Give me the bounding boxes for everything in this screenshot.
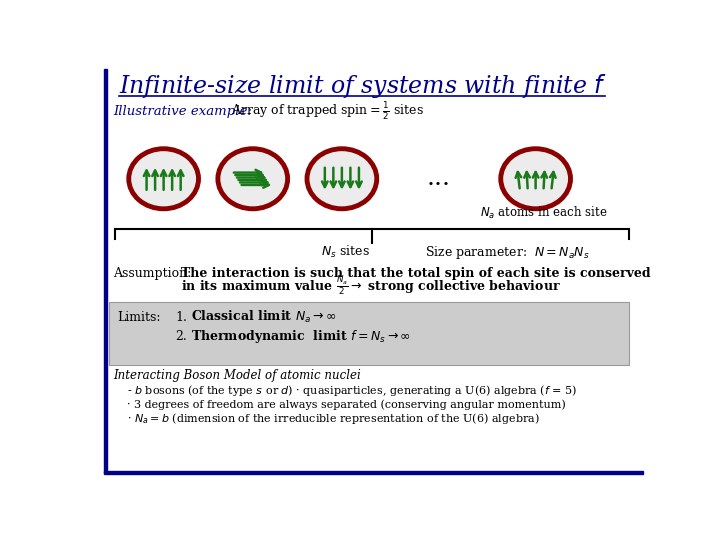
Text: · $N_a = b$ (dimension of the irreducible representation of the U(6) algebra): · $N_a = b$ (dimension of the irreducibl… bbox=[127, 411, 540, 426]
Text: Array of trapped spin$=\frac{1}{2}$ sites: Array of trapped spin$=\frac{1}{2}$ site… bbox=[231, 100, 424, 122]
Text: · 3 degrees of freedom are always separated (conserving angular momentum): · 3 degrees of freedom are always separa… bbox=[127, 400, 566, 410]
Text: in its maximum value $\frac{N_a}{2} \rightarrow$ strong collective behaviour: in its maximum value $\frac{N_a}{2} \rig… bbox=[181, 274, 562, 298]
Bar bbox=[104, 471, 644, 474]
Text: The interaction is such that the total spin of each site is conserved: The interaction is such that the total s… bbox=[181, 267, 651, 280]
Text: $N_a$ atoms in each site: $N_a$ atoms in each site bbox=[480, 205, 607, 221]
Bar bbox=[104, 69, 107, 473]
FancyBboxPatch shape bbox=[109, 302, 629, 365]
Ellipse shape bbox=[500, 148, 570, 209]
Text: Size parameter:  $N = N_a N_s$: Size parameter: $N = N_a N_s$ bbox=[425, 244, 589, 261]
Ellipse shape bbox=[218, 148, 287, 209]
Ellipse shape bbox=[307, 148, 377, 209]
Text: ...: ... bbox=[427, 167, 451, 190]
Text: Limits:: Limits: bbox=[117, 311, 161, 324]
Text: Assumption:: Assumption: bbox=[113, 267, 192, 280]
Text: Illustrative example:: Illustrative example: bbox=[113, 105, 252, 118]
Text: Interacting Boson Model of atomic nuclei: Interacting Boson Model of atomic nuclei bbox=[113, 369, 361, 382]
Text: Classical limit $N_a \rightarrow \infty$: Classical limit $N_a \rightarrow \infty$ bbox=[191, 309, 336, 325]
Text: 2.: 2. bbox=[175, 330, 187, 343]
Text: Thermodynamic  limit $f = N_s \rightarrow \infty$: Thermodynamic limit $f = N_s \rightarrow… bbox=[191, 328, 411, 346]
Text: - $b$ bosons (of the type $s$ or $d$) · quasiparticles, generating a U(6) algebr: - $b$ bosons (of the type $s$ or $d$) · … bbox=[127, 383, 577, 399]
Text: 1.: 1. bbox=[175, 311, 187, 324]
Text: $N_s$ sites: $N_s$ sites bbox=[321, 244, 370, 260]
Text: Infinite-size limit of systems with finite $f$: Infinite-size limit of systems with fini… bbox=[120, 71, 608, 99]
Ellipse shape bbox=[129, 148, 199, 209]
